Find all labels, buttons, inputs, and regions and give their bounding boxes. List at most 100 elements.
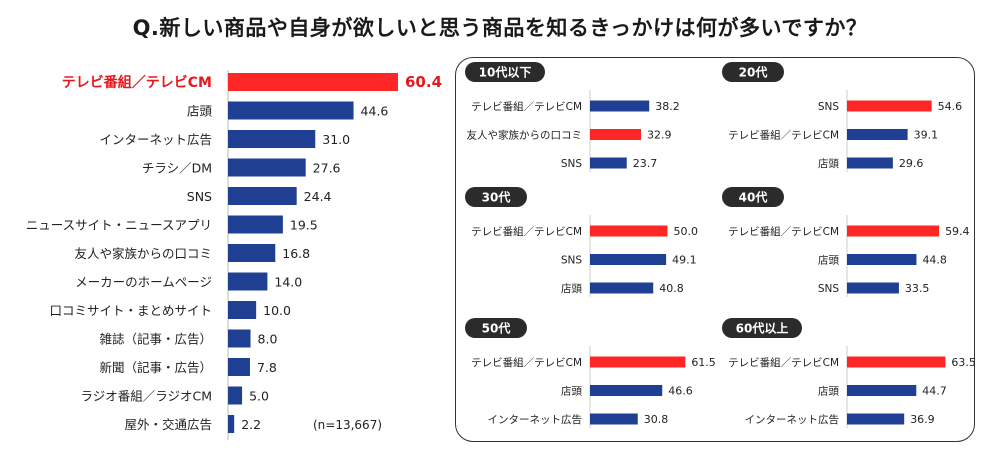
panel-title: 10代以下 (479, 65, 532, 80)
panel-title-badge (722, 318, 802, 338)
panel-category-label: 店頭 (818, 157, 839, 170)
value-label: 44.6 (361, 104, 389, 119)
panel-title: 50代 (482, 321, 511, 336)
panel-value-label: 29.6 (899, 157, 924, 170)
age-group-panel-frame (455, 57, 975, 442)
panel-value-label: 38.2 (655, 100, 680, 113)
panel-bar (847, 282, 899, 294)
panel-category-label: SNS (818, 101, 840, 113)
panel-title-badge (465, 318, 527, 338)
value-label: 19.5 (290, 218, 318, 233)
category-label: チラシ／DM (142, 161, 212, 176)
bar (228, 158, 306, 177)
panel-bar (847, 385, 917, 396)
panel-bar (590, 129, 641, 140)
panel-value-label: 44.8 (922, 254, 947, 267)
category-label: インターネット広告 (99, 132, 212, 147)
panel-category-label: SNS (818, 283, 840, 295)
category-label: ニュースサイト・ニュースアプリ (26, 218, 212, 233)
panel-title-badge (722, 62, 784, 82)
panel-value-label: 54.6 (938, 100, 963, 113)
panel-category-label: 友人や家族からの口コミ (467, 129, 583, 142)
category-label: 店頭 (187, 104, 213, 119)
panel-value-label: 59.4 (945, 225, 970, 238)
panel-title-badge (465, 187, 527, 207)
panel-category-label: インターネット広告 (745, 413, 840, 426)
panel-value-label: 49.1 (672, 254, 697, 267)
panel-bar (590, 225, 668, 237)
panel-bar (847, 254, 917, 265)
panel-category-label: テレビ番組／テレビCM (471, 100, 582, 113)
panel-bar (590, 254, 667, 265)
category-label: SNS (187, 189, 212, 204)
panel-value-label: 46.6 (668, 385, 693, 398)
category-label: メーカーのホームページ (75, 275, 212, 290)
category-label: 口コミサイト・まとめサイト (49, 303, 212, 318)
bar (228, 73, 398, 91)
value-label: 2.2 (241, 417, 261, 432)
panel-title-badge (722, 187, 784, 207)
value-label: 24.4 (304, 189, 332, 204)
value-label: 60.4 (405, 73, 442, 91)
panel-value-label: 23.7 (633, 157, 658, 170)
panel-title: 30代 (482, 190, 511, 205)
panel-bar (590, 413, 638, 425)
panel-title: 40代 (739, 190, 768, 205)
panel-value-label: 33.5 (905, 282, 930, 295)
panel-category-label: 店頭 (561, 282, 582, 295)
value-label: 5.0 (249, 389, 269, 404)
panel-value-label: 30.8 (644, 413, 669, 426)
value-label: 8.0 (258, 332, 278, 347)
panel-bar (847, 157, 893, 169)
panel-bar (590, 157, 627, 169)
panel-value-label: 36.9 (910, 413, 935, 426)
panel-category-label: テレビ番組／テレビCM (728, 129, 839, 142)
panel-value-label: 61.5 (691, 356, 716, 369)
chart-title: Q.新しい商品や自身が欲しいと思う商品を知るきっかけは何が多いですか？ (132, 16, 868, 40)
panel-category-label: SNS (561, 158, 583, 170)
panel-bar (847, 356, 946, 368)
bar (228, 386, 243, 405)
panel-title: 20代 (739, 65, 768, 80)
value-label: 16.8 (282, 246, 310, 261)
main-bar-chart: テレビ番組／テレビCM 60.4 店頭 44.6 インターネット広告 31.0 チラシ／DM… (26, 70, 442, 440)
panel-category-label: テレビ番組／テレビCM (728, 356, 839, 369)
bar (228, 101, 354, 120)
panel-value-label: 40.8 (659, 282, 684, 295)
panel-category-label: 店頭 (818, 254, 839, 267)
panel-bar (590, 282, 654, 294)
panel-value-label: 32.9 (647, 129, 672, 142)
panel-bar (847, 225, 940, 237)
bar (228, 244, 276, 262)
bar (228, 415, 235, 433)
bar (228, 358, 250, 376)
bar (228, 187, 297, 205)
panel-bar (847, 129, 908, 140)
panel-value-label: 50.0 (674, 225, 699, 238)
value-label: 10.0 (263, 303, 291, 318)
bar (228, 215, 283, 234)
sample-size-note: (n=13,667) (313, 418, 382, 432)
bar (228, 130, 316, 148)
bar (228, 329, 251, 348)
panel-category-label: テレビ番組／テレビCM (471, 225, 582, 238)
category-label: 新聞（記事・広告） (99, 360, 212, 375)
panel-title: 60代以上 (736, 321, 789, 336)
category-label: テレビ番組／テレビCM (62, 74, 212, 91)
bar (228, 272, 268, 291)
panel-value-label: 39.1 (914, 129, 939, 142)
bar (228, 301, 257, 319)
value-label: 14.0 (274, 275, 302, 290)
category-label: 屋外・交通広告 (124, 417, 212, 432)
panel-bar (847, 413, 905, 425)
panel-title-badge (465, 62, 545, 82)
category-label: ラジオ番組／ラジオCM (80, 389, 212, 404)
panel-value-label: 63.5 (951, 356, 976, 369)
panel-category-label: 店頭 (818, 385, 839, 398)
panel-bar (590, 100, 650, 112)
panel-bar (847, 100, 932, 112)
panel-category-label: テレビ番組／テレビCM (471, 356, 582, 369)
value-label: 31.0 (322, 132, 350, 147)
panel-category-label: SNS (561, 255, 583, 267)
